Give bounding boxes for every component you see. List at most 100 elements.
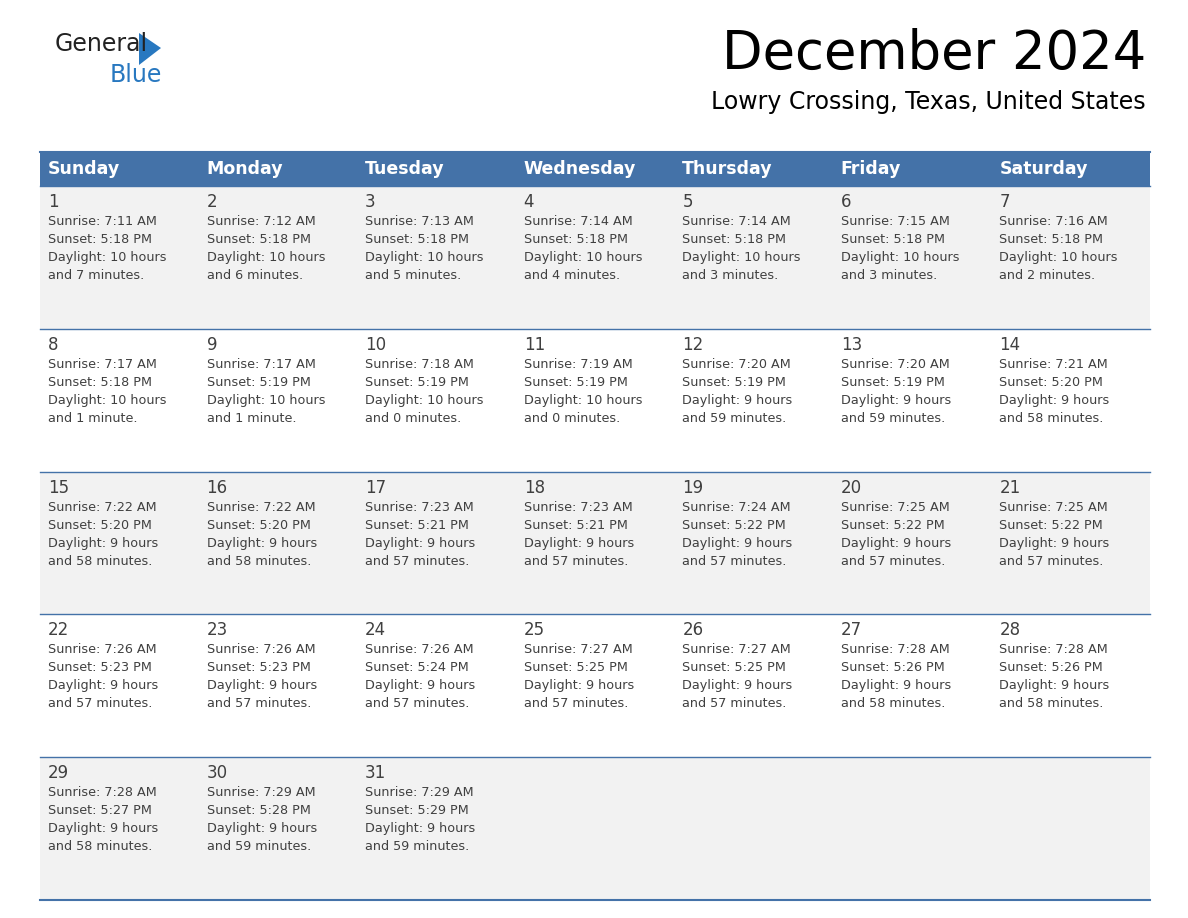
Text: Friday: Friday (841, 160, 902, 178)
Text: and 3 minutes.: and 3 minutes. (682, 269, 778, 282)
Text: Sunrise: 7:27 AM: Sunrise: 7:27 AM (524, 644, 632, 656)
Bar (40, 614, 198, 757)
Text: Sunset: 5:21 PM: Sunset: 5:21 PM (524, 519, 627, 532)
Text: Sunrise: 7:22 AM: Sunrise: 7:22 AM (207, 500, 315, 513)
Text: Sunrise: 7:16 AM: Sunrise: 7:16 AM (999, 215, 1108, 228)
Text: Daylight: 9 hours: Daylight: 9 hours (48, 537, 158, 550)
Text: and 59 minutes.: and 59 minutes. (207, 840, 311, 853)
Text: Sunrise: 7:25 AM: Sunrise: 7:25 AM (999, 500, 1108, 513)
Text: Sunset: 5:28 PM: Sunset: 5:28 PM (207, 804, 310, 817)
Text: Sunset: 5:18 PM: Sunset: 5:18 PM (841, 233, 944, 246)
Bar (40, 472, 198, 614)
Text: and 57 minutes.: and 57 minutes. (682, 698, 786, 711)
Text: Sunrise: 7:26 AM: Sunrise: 7:26 AM (207, 644, 315, 656)
Text: Daylight: 10 hours: Daylight: 10 hours (524, 394, 643, 407)
Text: and 57 minutes.: and 57 minutes. (841, 554, 946, 567)
Text: Daylight: 9 hours: Daylight: 9 hours (682, 537, 792, 550)
Text: Daylight: 9 hours: Daylight: 9 hours (682, 394, 792, 407)
Text: and 4 minutes.: and 4 minutes. (524, 269, 620, 282)
Text: and 5 minutes.: and 5 minutes. (365, 269, 461, 282)
Text: 25: 25 (524, 621, 545, 640)
Text: Sunset: 5:19 PM: Sunset: 5:19 PM (682, 375, 786, 389)
Text: and 1 minute.: and 1 minute. (48, 412, 138, 425)
Bar (675, 472, 833, 614)
Text: 26: 26 (682, 621, 703, 640)
Text: Sunrise: 7:28 AM: Sunrise: 7:28 AM (841, 644, 949, 656)
Bar (516, 186, 675, 329)
Text: 21: 21 (999, 478, 1020, 497)
Text: 29: 29 (48, 764, 69, 782)
Text: and 58 minutes.: and 58 minutes. (48, 840, 152, 853)
Text: Daylight: 9 hours: Daylight: 9 hours (48, 823, 158, 835)
Text: Sunset: 5:22 PM: Sunset: 5:22 PM (999, 519, 1104, 532)
Text: Sunrise: 7:11 AM: Sunrise: 7:11 AM (48, 215, 157, 228)
Text: and 57 minutes.: and 57 minutes. (524, 554, 628, 567)
Text: Sunrise: 7:26 AM: Sunrise: 7:26 AM (48, 644, 157, 656)
Bar (833, 472, 992, 614)
Text: 31: 31 (365, 764, 386, 782)
Polygon shape (139, 33, 162, 65)
Text: and 59 minutes.: and 59 minutes. (841, 412, 946, 425)
Text: Daylight: 10 hours: Daylight: 10 hours (999, 251, 1118, 264)
Text: Sunset: 5:23 PM: Sunset: 5:23 PM (48, 661, 152, 675)
Text: 15: 15 (48, 478, 69, 497)
Text: 19: 19 (682, 478, 703, 497)
Text: 3: 3 (365, 193, 375, 211)
Text: Daylight: 9 hours: Daylight: 9 hours (365, 537, 475, 550)
Bar (516, 757, 675, 900)
Bar (833, 329, 992, 472)
Text: 6: 6 (841, 193, 852, 211)
Bar (40, 186, 198, 329)
Bar (198, 329, 358, 472)
Text: Sunrise: 7:29 AM: Sunrise: 7:29 AM (365, 786, 474, 800)
Text: Daylight: 9 hours: Daylight: 9 hours (999, 679, 1110, 692)
Text: and 0 minutes.: and 0 minutes. (524, 412, 620, 425)
Text: and 58 minutes.: and 58 minutes. (48, 554, 152, 567)
Bar (516, 152, 675, 186)
Bar (198, 186, 358, 329)
Bar (992, 329, 1150, 472)
Text: Sunset: 5:18 PM: Sunset: 5:18 PM (48, 375, 152, 389)
Text: Daylight: 9 hours: Daylight: 9 hours (207, 823, 317, 835)
Bar (358, 186, 516, 329)
Text: Sunset: 5:23 PM: Sunset: 5:23 PM (207, 661, 310, 675)
Text: Sunset: 5:25 PM: Sunset: 5:25 PM (682, 661, 786, 675)
Text: Daylight: 9 hours: Daylight: 9 hours (682, 679, 792, 692)
Text: Sunset: 5:19 PM: Sunset: 5:19 PM (365, 375, 469, 389)
Text: Sunrise: 7:25 AM: Sunrise: 7:25 AM (841, 500, 949, 513)
Text: Sunset: 5:18 PM: Sunset: 5:18 PM (48, 233, 152, 246)
Text: Sunset: 5:26 PM: Sunset: 5:26 PM (999, 661, 1104, 675)
Text: Sunrise: 7:12 AM: Sunrise: 7:12 AM (207, 215, 315, 228)
Text: Thursday: Thursday (682, 160, 773, 178)
Text: Daylight: 9 hours: Daylight: 9 hours (841, 394, 952, 407)
Text: and 57 minutes.: and 57 minutes. (207, 698, 311, 711)
Text: Sunrise: 7:26 AM: Sunrise: 7:26 AM (365, 644, 474, 656)
Text: 12: 12 (682, 336, 703, 353)
Text: Sunset: 5:19 PM: Sunset: 5:19 PM (207, 375, 310, 389)
Bar (675, 329, 833, 472)
Bar (358, 152, 516, 186)
Text: and 58 minutes.: and 58 minutes. (999, 412, 1104, 425)
Text: Sunset: 5:18 PM: Sunset: 5:18 PM (207, 233, 310, 246)
Bar (675, 614, 833, 757)
Text: Sunset: 5:25 PM: Sunset: 5:25 PM (524, 661, 627, 675)
Text: 28: 28 (999, 621, 1020, 640)
Text: and 58 minutes.: and 58 minutes. (999, 698, 1104, 711)
Text: 18: 18 (524, 478, 545, 497)
Text: Daylight: 10 hours: Daylight: 10 hours (682, 251, 801, 264)
Text: Daylight: 9 hours: Daylight: 9 hours (841, 679, 952, 692)
Text: 8: 8 (48, 336, 58, 353)
Text: Daylight: 9 hours: Daylight: 9 hours (524, 537, 634, 550)
Text: Sunrise: 7:29 AM: Sunrise: 7:29 AM (207, 786, 315, 800)
Text: Sunrise: 7:14 AM: Sunrise: 7:14 AM (682, 215, 791, 228)
Text: and 57 minutes.: and 57 minutes. (999, 554, 1104, 567)
Text: Saturday: Saturday (999, 160, 1088, 178)
Text: Daylight: 9 hours: Daylight: 9 hours (999, 394, 1110, 407)
Text: Sunrise: 7:23 AM: Sunrise: 7:23 AM (365, 500, 474, 513)
Text: Sunset: 5:20 PM: Sunset: 5:20 PM (48, 519, 152, 532)
Text: Sunset: 5:18 PM: Sunset: 5:18 PM (999, 233, 1104, 246)
Text: Daylight: 10 hours: Daylight: 10 hours (524, 251, 643, 264)
Text: Sunrise: 7:23 AM: Sunrise: 7:23 AM (524, 500, 632, 513)
Text: 23: 23 (207, 621, 228, 640)
Text: Daylight: 9 hours: Daylight: 9 hours (365, 823, 475, 835)
